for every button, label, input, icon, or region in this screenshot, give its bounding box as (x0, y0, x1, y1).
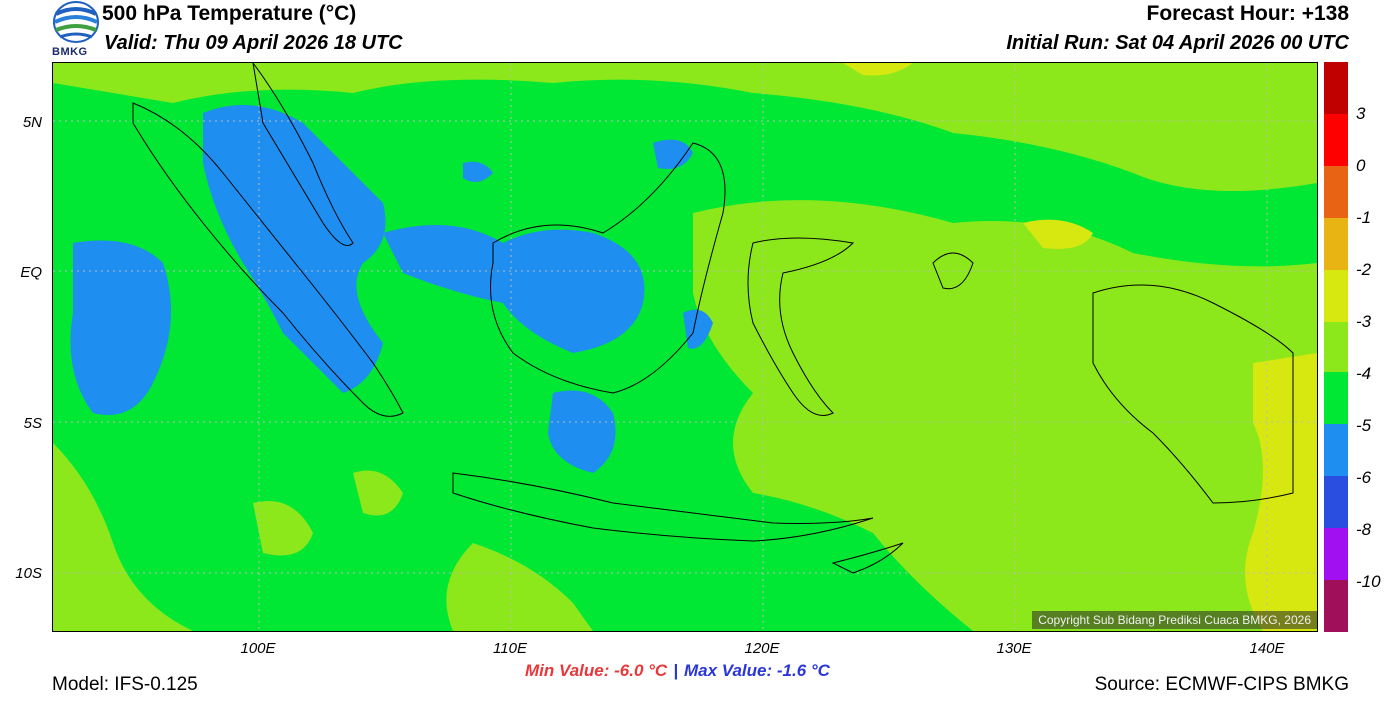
max-value: Max Value: -1.6 °C (683, 661, 830, 680)
malaya-outline (252, 63, 354, 246)
colorbar-label: -5 (1356, 416, 1372, 435)
lon-label-100e: 100E (240, 640, 276, 657)
colorbar-label: -8 (1356, 520, 1372, 539)
colorbar-swatch (1324, 580, 1348, 632)
papua-outline (1092, 284, 1294, 504)
lat-label-eq: EQ (20, 264, 42, 281)
temperature-map (52, 62, 1318, 632)
colorbar-swatch (1324, 166, 1348, 218)
sumatra-outline (132, 102, 404, 417)
colorbar-label: -2 (1356, 260, 1372, 279)
colorbar-swatch (1324, 322, 1348, 372)
colorbar-swatch (1324, 218, 1348, 270)
colorbar-swatch (1324, 476, 1348, 528)
min-max-values: Min Value: -6.0 °C | Max Value: -1.6 °C (525, 661, 830, 681)
timor-outline (831, 542, 904, 574)
lat-label-5n: 5N (22, 114, 42, 131)
forecast-hour: Forecast Hour: +138 (1146, 2, 1350, 25)
colorbar-swatch (1324, 114, 1348, 166)
java-outline (452, 472, 874, 542)
maluku-outline (932, 252, 974, 290)
graticule (53, 63, 1317, 631)
colorbar (1324, 62, 1348, 632)
colorbar-label: -3 (1356, 312, 1372, 331)
lat-label-5s: 5S (23, 415, 42, 432)
initial-run: Initial Run: Sat 04 April 2026 00 UTC (1006, 32, 1349, 54)
colorbar-label: -1 (1356, 208, 1372, 227)
min-max-separator: | (673, 661, 678, 680)
min-value: Min Value: -6.0 °C (525, 661, 668, 680)
colorbar-label: -4 (1356, 364, 1372, 383)
borneo-outline (490, 142, 726, 394)
colorbar-swatch (1324, 424, 1348, 476)
colorbar-label: 3 (1356, 104, 1366, 123)
model-label: Model: IFS-0.125 (52, 674, 198, 695)
sulawesi-outline (747, 237, 855, 416)
colorbar-label: -10 (1356, 572, 1381, 591)
lat-label-10s: 10S (15, 565, 42, 582)
lon-label-110e: 110E (493, 640, 527, 657)
colorbar-label: -6 (1356, 468, 1372, 487)
colorbar-label: 0 (1356, 156, 1366, 175)
lon-label-130e: 130E (996, 640, 1032, 657)
logo-text: BMKG (52, 46, 88, 58)
copyright-notice: Copyright Sub Bidang Prediksi Cuaca BMKG… (1032, 611, 1317, 629)
map-title: 500 hPa Temperature (°C) (102, 2, 357, 25)
lon-label-140e: 140E (1249, 640, 1285, 657)
colorbar-swatch (1324, 62, 1348, 114)
colorbar-swatch (1324, 372, 1348, 424)
field-light-green (53, 63, 1317, 631)
colorbar-swatch (1324, 270, 1348, 322)
valid-time: Valid: Thu 09 April 2026 18 UTC (104, 32, 403, 54)
field-blue (70, 105, 713, 473)
bmkg-logo-icon (53, 1, 99, 43)
field-yellow (843, 63, 1317, 631)
source-label: Source: ECMWF-CIPS BMKG (1094, 674, 1349, 695)
lon-label-120e: 120E (744, 640, 780, 657)
coastlines (132, 63, 1294, 574)
map-canvas (53, 63, 1317, 631)
colorbar-swatch (1324, 528, 1348, 580)
